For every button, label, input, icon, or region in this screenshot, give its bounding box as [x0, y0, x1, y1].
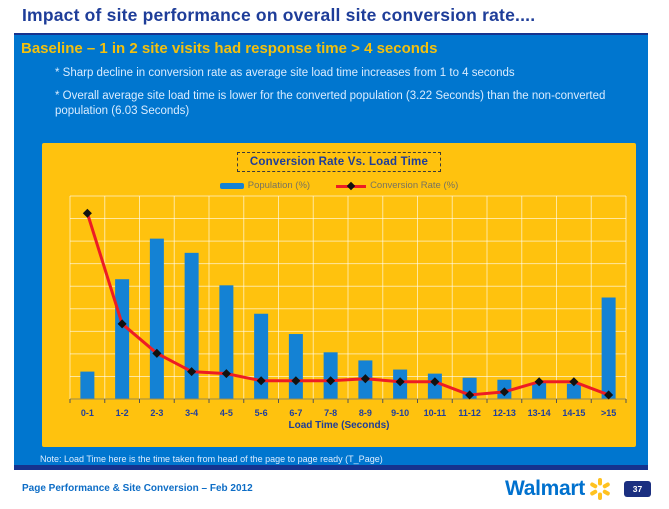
legend-item-conversion: Conversion Rate (%) — [336, 180, 458, 191]
baseline-headline: Baseline – 1 in 2 site visits had respon… — [21, 40, 438, 57]
svg-text:8-9: 8-9 — [359, 408, 372, 418]
x-axis-label: Load Time (Seconds) — [288, 420, 390, 431]
page-title: Impact of site performance on overall si… — [22, 5, 536, 25]
legend-item-population: Population (%) — [219, 180, 311, 191]
svg-text:14-15: 14-15 — [562, 408, 585, 418]
slide-footer: Page Performance & Site Conversion – Feb… — [0, 470, 669, 509]
chart-canvas: 0-1 1-2 2-3 3-4 4-5 5-6 6-7 7-8 8-9 9-10 10-11 11-1… — [69, 195, 627, 418]
walmart-logo-text: Walmart — [505, 477, 585, 500]
conversion-swatch-icon — [336, 181, 367, 190]
population-swatch-icon — [219, 182, 244, 189]
walmart-spark-icon — [590, 478, 610, 500]
svg-text:13-14: 13-14 — [528, 408, 551, 418]
footer-title: Page Performance & Site Conversion – Feb… — [22, 483, 253, 494]
svg-text:12-13: 12-13 — [493, 408, 516, 418]
svg-text:2-3: 2-3 — [150, 408, 163, 418]
chart-title-container: Conversion Rate Vs. Load Time — [42, 152, 636, 172]
chart-title: Conversion Rate Vs. Load Time — [236, 152, 442, 172]
svg-text:7-8: 7-8 — [324, 408, 337, 418]
footnote: Note: Load Time here is the time taken f… — [40, 454, 383, 464]
svg-text:1-2: 1-2 — [116, 408, 129, 418]
svg-text:3-4: 3-4 — [185, 408, 198, 418]
walmart-brand: Walmart 37 — [505, 477, 651, 501]
chart-legend: Population (%) Conversion Rate (%) — [42, 180, 636, 191]
bullet-average-load-time: * Overall average site load time is lowe… — [55, 90, 606, 117]
svg-text:4-5: 4-5 — [220, 408, 233, 418]
svg-text:9-10: 9-10 — [391, 408, 409, 418]
svg-text:>15: >15 — [601, 408, 616, 418]
chart-panel: Conversion Rate Vs. Load Time Population… — [42, 143, 636, 447]
legend-label-population: Population (%) — [247, 180, 311, 191]
content-banner: Baseline – 1 in 2 site visits had respon… — [14, 33, 648, 470]
page-number-badge: 37 — [624, 481, 651, 497]
svg-text:5-6: 5-6 — [255, 408, 268, 418]
svg-text:10-11: 10-11 — [424, 408, 447, 418]
svg-text:11-12: 11-12 — [458, 408, 481, 418]
bullet-sharp-decline: * Sharp decline in conversion rate as av… — [55, 67, 515, 79]
svg-text:6-7: 6-7 — [289, 408, 302, 418]
legend-label-conversion: Conversion Rate (%) — [370, 180, 459, 191]
svg-text:0-1: 0-1 — [81, 408, 94, 418]
